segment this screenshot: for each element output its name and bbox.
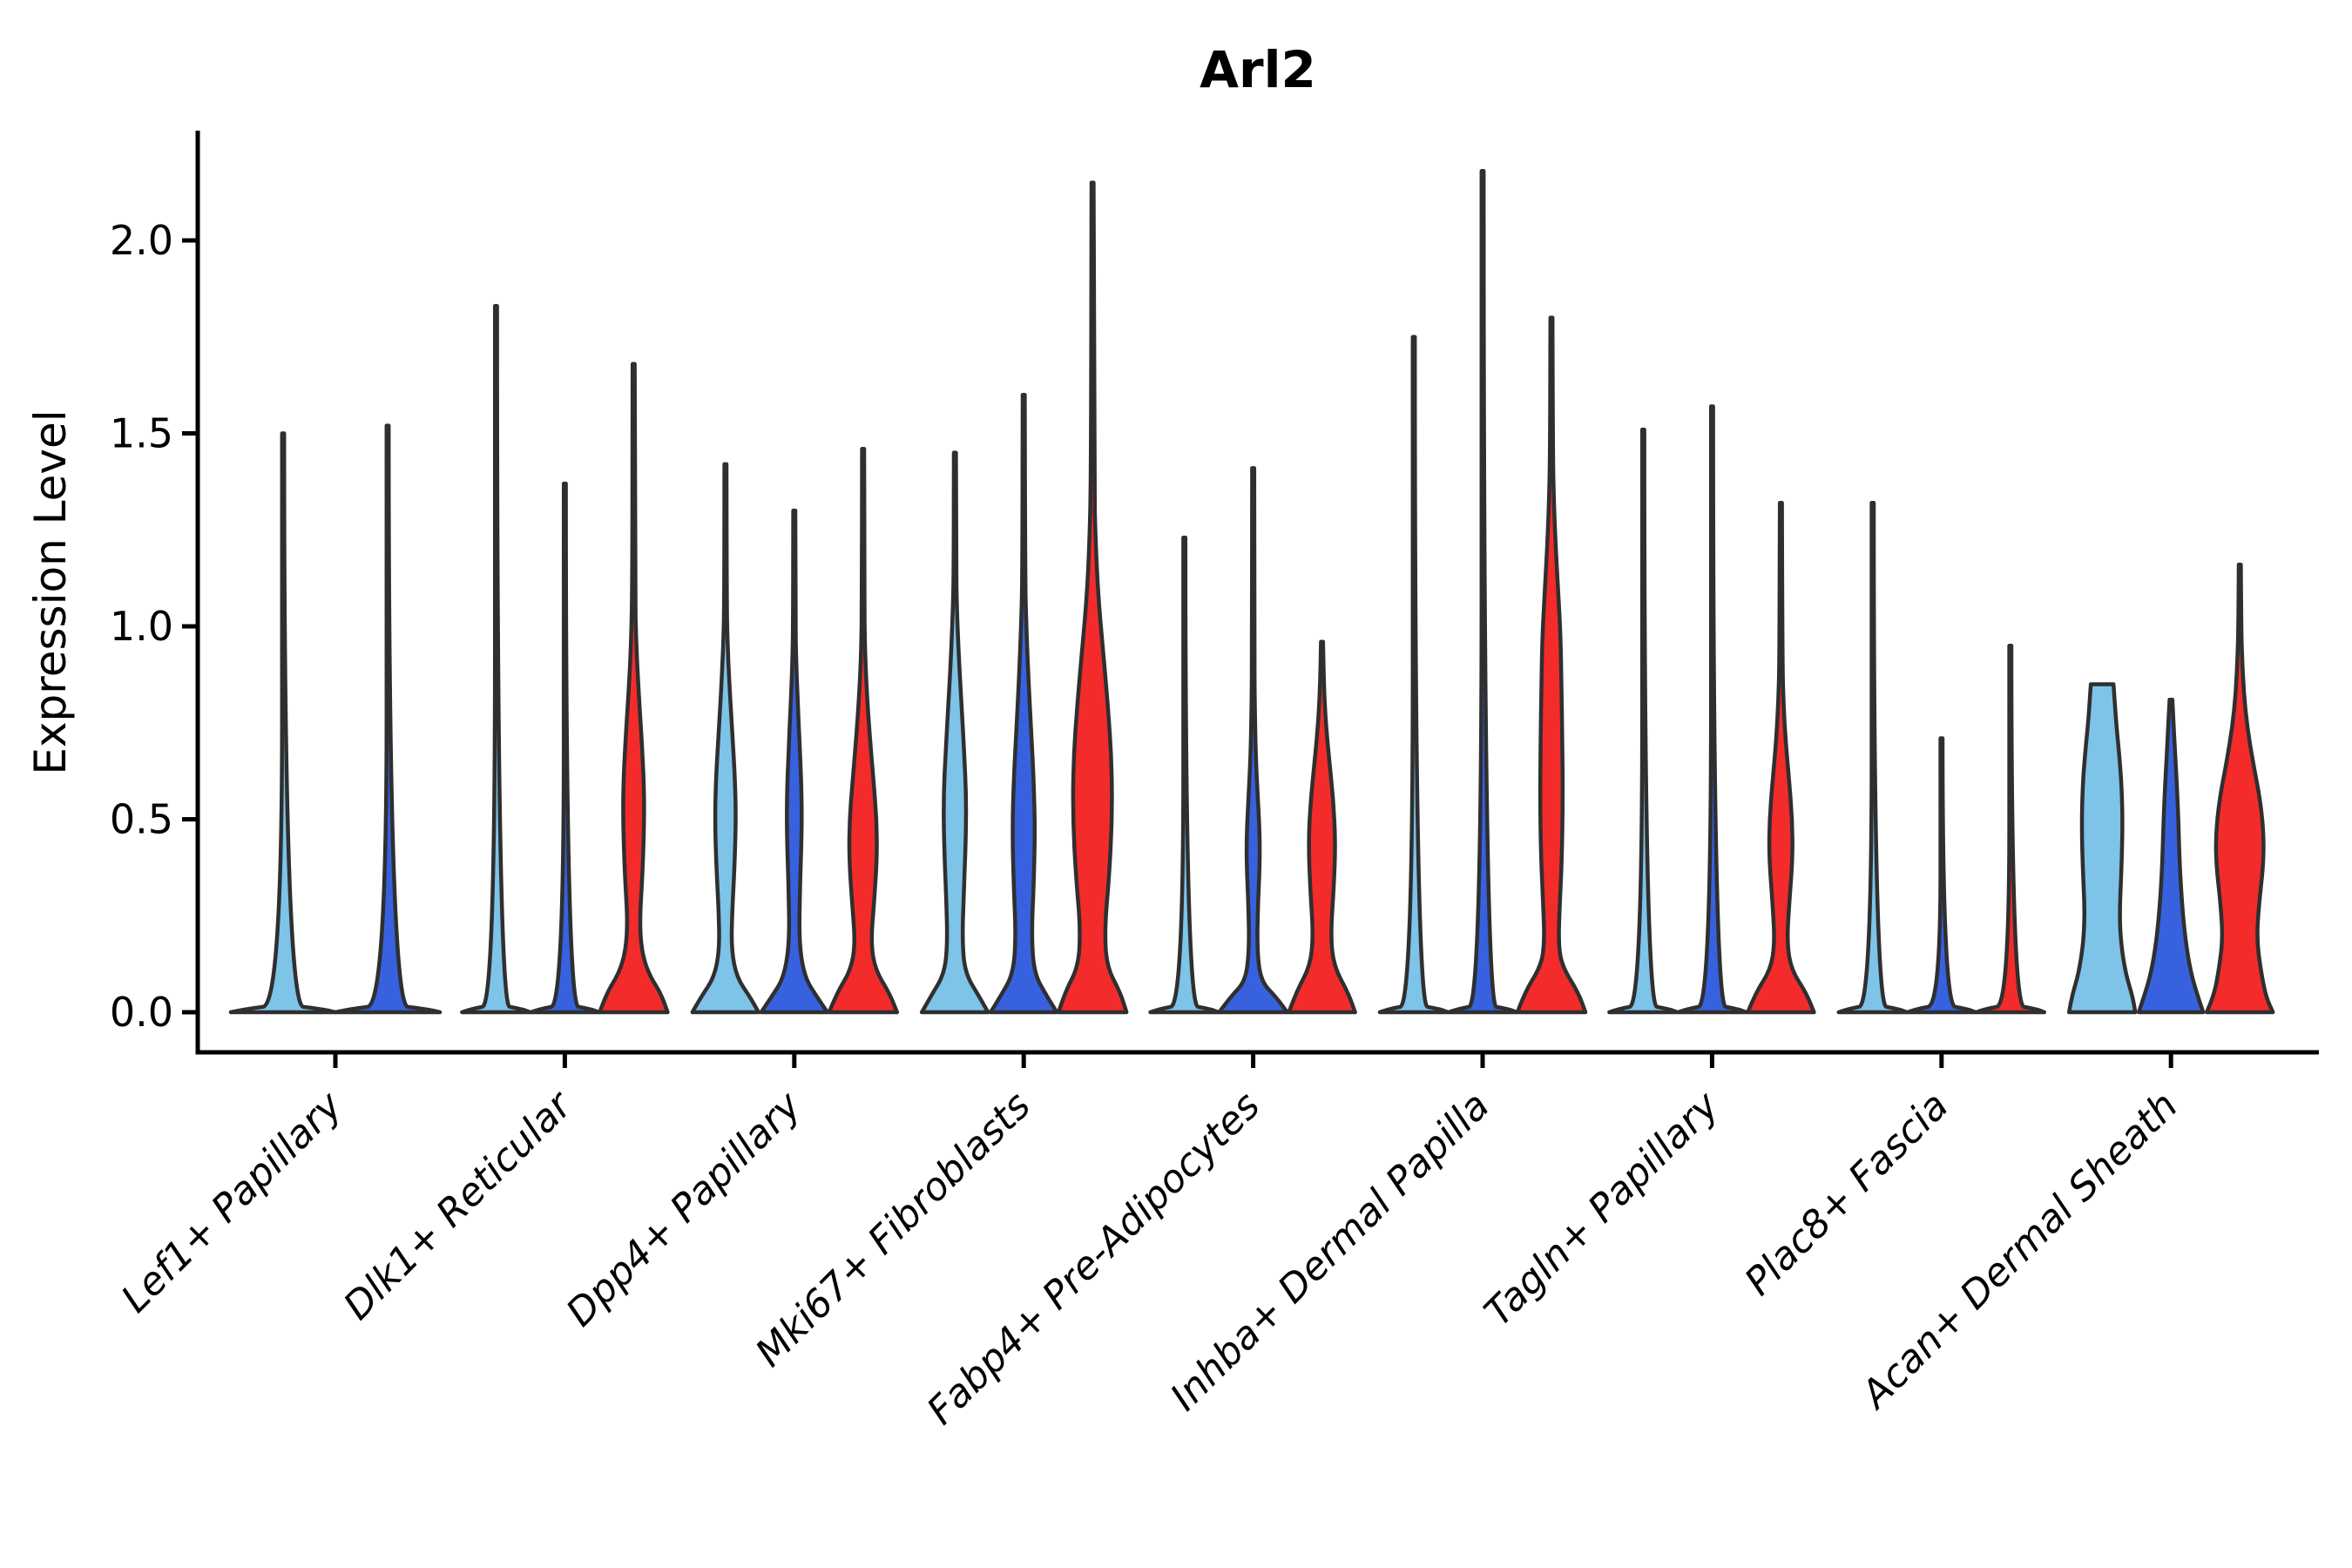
violin-acan-series_1 [2066,682,2138,1015]
violin-mki67-series_1 [919,450,990,1015]
y-tick-label: 1.0 [110,603,173,650]
violin-tagln-series_3 [1746,500,1816,1015]
violin-group-3 [690,446,900,1015]
violin-dpp4-series_3 [827,446,900,1015]
x-tick-label-2: Dlk1+ Reticular [335,1082,582,1328]
violin-acan-series_3 [2204,562,2275,1015]
violin-mki67-series_2 [988,392,1059,1015]
violin-plac8-series_1 [1836,500,1909,1015]
violin-dpp4-series_1 [690,462,761,1015]
violin-lef1-series_1 [228,431,338,1015]
violin-dlk1-series_2 [529,481,601,1015]
chart-title: Arl2 [1200,40,1316,99]
violin-tagln-series_1 [1607,427,1680,1015]
violin-group-4 [919,180,1129,1015]
y-tick-label: 2.0 [110,217,173,264]
violin-inhba-series_3 [1515,315,1588,1015]
violin-group-5 [1148,466,1357,1015]
x-tick-label-1: Lef1+ Papillary [113,1083,352,1321]
y-tick-label: 1.5 [110,410,173,457]
violin-group-7 [1607,404,1816,1015]
violin-dpp4-series_2 [759,508,830,1015]
violins-layer [228,169,2275,1015]
violin-mki67-series_3 [1056,180,1129,1015]
violin-group-6 [1377,169,1588,1015]
violin-plac8-series_3 [1974,643,2047,1015]
violin-lef1-series_2 [333,423,443,1015]
violin-inhba-series_2 [1446,169,1519,1015]
violin-dlk1-series_3 [598,362,670,1015]
violin-dlk1-series_1 [460,304,532,1015]
violin-plac8-series_2 [1905,736,1978,1015]
violin-group-2 [460,304,670,1015]
x-tick-label-3: Dpp4+ Papillary [558,1083,811,1335]
violin-tagln-series_2 [1676,404,1748,1015]
violin-fabp4-series_1 [1148,535,1220,1015]
y-tick-label: 0.5 [110,796,173,843]
violin-group-9 [2066,562,2275,1015]
y-axis-label: Expression Level [25,409,76,774]
violin-inhba-series_1 [1377,335,1450,1015]
x-tick-label-8: Plac8+ Fascia [1736,1084,1957,1304]
violin-group-8 [1836,500,2047,1015]
violin-group-1 [228,423,443,1015]
violin-fabp4-series_3 [1287,639,1357,1015]
violin-fabp4-series_2 [1217,466,1289,1015]
x-tick-label-7: Tagln+ Papillary [1476,1083,1727,1335]
y-tick-label: 0.0 [110,989,173,1036]
violin-acan-series_2 [2136,697,2206,1015]
